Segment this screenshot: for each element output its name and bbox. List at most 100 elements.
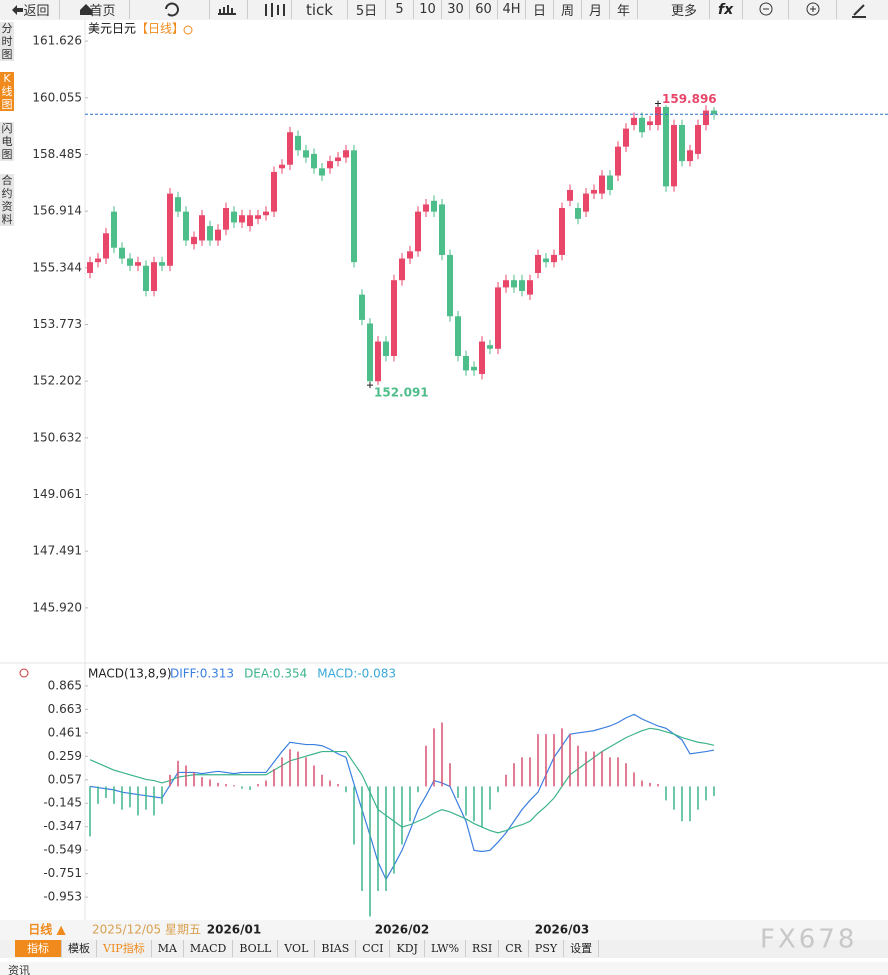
period-button[interactable]: 10	[414, 0, 442, 19]
indicator-tab[interactable]: VOL	[278, 940, 316, 957]
indicator-tab[interactable]: PSY	[529, 940, 565, 957]
indicator-tab[interactable]: MACD	[184, 940, 234, 957]
period-button[interactable]: 5日	[348, 0, 386, 19]
candle-body	[295, 135, 301, 151]
tick-button[interactable]: tick	[292, 0, 348, 19]
candle-body	[599, 175, 605, 194]
indicator-tab[interactable]: MA	[152, 940, 184, 957]
indicator-tab[interactable]: VIP指标	[97, 940, 152, 957]
candle-body	[487, 345, 493, 349]
candle-icon[interactable]	[265, 3, 285, 17]
candle-body	[103, 233, 109, 259]
candle-body	[559, 208, 565, 255]
candle-body	[343, 150, 349, 158]
period-button[interactable]: 日	[526, 0, 554, 19]
candle-body	[695, 125, 701, 154]
y-tick-label: 0.461	[48, 725, 82, 739]
y-tick-label: 0.259	[48, 749, 82, 763]
candle-body	[415, 211, 421, 252]
more-button[interactable]: 更多	[645, 0, 710, 19]
indicator-tab[interactable]: 模板	[62, 940, 97, 957]
candle-body	[151, 262, 157, 292]
indicator-tab[interactable]: CCI	[356, 940, 391, 957]
side-tab[interactable]: 闪电图	[0, 122, 14, 161]
candle-body	[511, 280, 517, 288]
y-tick-label: 0.057	[48, 772, 82, 786]
candle-body	[135, 262, 141, 266]
candle-body	[495, 287, 501, 349]
cursor-date: 2025/12/05 星期五	[92, 923, 201, 937]
candle-body	[655, 106, 661, 126]
side-tab[interactable]: K线图	[0, 72, 14, 111]
indicator-tab[interactable]: BIAS	[315, 940, 357, 957]
candle-body	[231, 211, 237, 223]
bottom-bg	[0, 962, 888, 975]
refresh-icon[interactable]	[165, 2, 179, 17]
y-tick-label: -0.347	[43, 819, 82, 833]
zoom-out-icon[interactable]	[759, 2, 773, 16]
candle-body	[639, 117, 645, 133]
refresh-button[interactable]	[130, 0, 210, 19]
indicator-tab[interactable]: RSI	[466, 940, 500, 957]
indicator-tab[interactable]: BOLL	[233, 940, 279, 957]
candle-body	[447, 254, 453, 317]
candle-body	[327, 161, 333, 169]
settings-icon[interactable]	[19, 668, 29, 678]
indicator-tab[interactable]: 指标	[15, 940, 62, 957]
max-label: 159.896	[662, 92, 717, 106]
y-tick-label: 160.055	[32, 90, 82, 104]
candle-body	[711, 110, 717, 115]
candle-body	[335, 157, 341, 162]
candle-body	[143, 265, 149, 292]
candle-body	[319, 168, 325, 176]
period-button[interactable]: 周	[554, 0, 582, 19]
candle-body	[351, 150, 357, 263]
home-button[interactable]: 首页	[60, 0, 130, 19]
candle-body	[383, 341, 389, 356]
bottom-tab[interactable]: 资讯	[8, 964, 30, 975]
side-tab[interactable]: 合约资料	[0, 174, 14, 226]
candle-body	[615, 146, 621, 176]
back-button[interactable]: 返回	[0, 0, 60, 19]
macd-title: MACD(13,8,9)	[88, 667, 172, 681]
side-tab[interactable]: 分时图	[0, 22, 14, 61]
indicator-tab[interactable]: 设置	[564, 940, 600, 957]
candle-body	[543, 258, 549, 263]
period-button[interactable]: 月	[582, 0, 610, 19]
period-button[interactable]: 60	[470, 0, 498, 19]
candle-button[interactable]	[248, 0, 292, 19]
candle-body	[479, 341, 485, 375]
candle-body	[687, 150, 693, 162]
y-tick-label: -0.751	[43, 866, 82, 880]
period-button[interactable]: 年	[610, 0, 638, 19]
indicator-tab[interactable]: CR	[499, 940, 529, 957]
period-button[interactable]: 30	[442, 0, 470, 19]
candle-body	[399, 258, 405, 281]
candle-body	[607, 175, 613, 190]
period-button[interactable]: 日线 ▲	[28, 922, 66, 937]
zoom-out-button[interactable]	[743, 0, 789, 19]
candle-body	[671, 125, 677, 187]
toggle-icon[interactable]	[183, 25, 193, 35]
draw-icon[interactable]	[852, 4, 866, 18]
y-tick-label: 0.663	[48, 702, 82, 716]
bars-icon[interactable]	[218, 5, 236, 15]
zoom-in-icon[interactable]	[806, 2, 820, 16]
candle-body	[311, 153, 317, 169]
indicator-tab[interactable]: LW%	[425, 940, 467, 957]
y-tick-label: -0.549	[43, 843, 82, 857]
candle-body	[271, 171, 277, 212]
indicator-tab[interactable]: KDJ	[390, 940, 425, 957]
x-tick-label: 2026/01	[207, 923, 261, 937]
zoom-in-button[interactable]	[789, 0, 837, 19]
symbol: 美元日元	[88, 22, 136, 36]
fx-icon[interactable]: fx	[718, 2, 734, 18]
candle-body	[567, 189, 573, 201]
candle-body	[119, 247, 125, 259]
period-button[interactable]: 4H	[498, 0, 526, 19]
y-tick-label: -0.953	[43, 890, 82, 904]
fx-button[interactable]	[710, 0, 743, 19]
period-button[interactable]: 5	[386, 0, 414, 19]
bars-button[interactable]	[210, 0, 248, 19]
y-tick-label: 155.344	[32, 260, 82, 274]
